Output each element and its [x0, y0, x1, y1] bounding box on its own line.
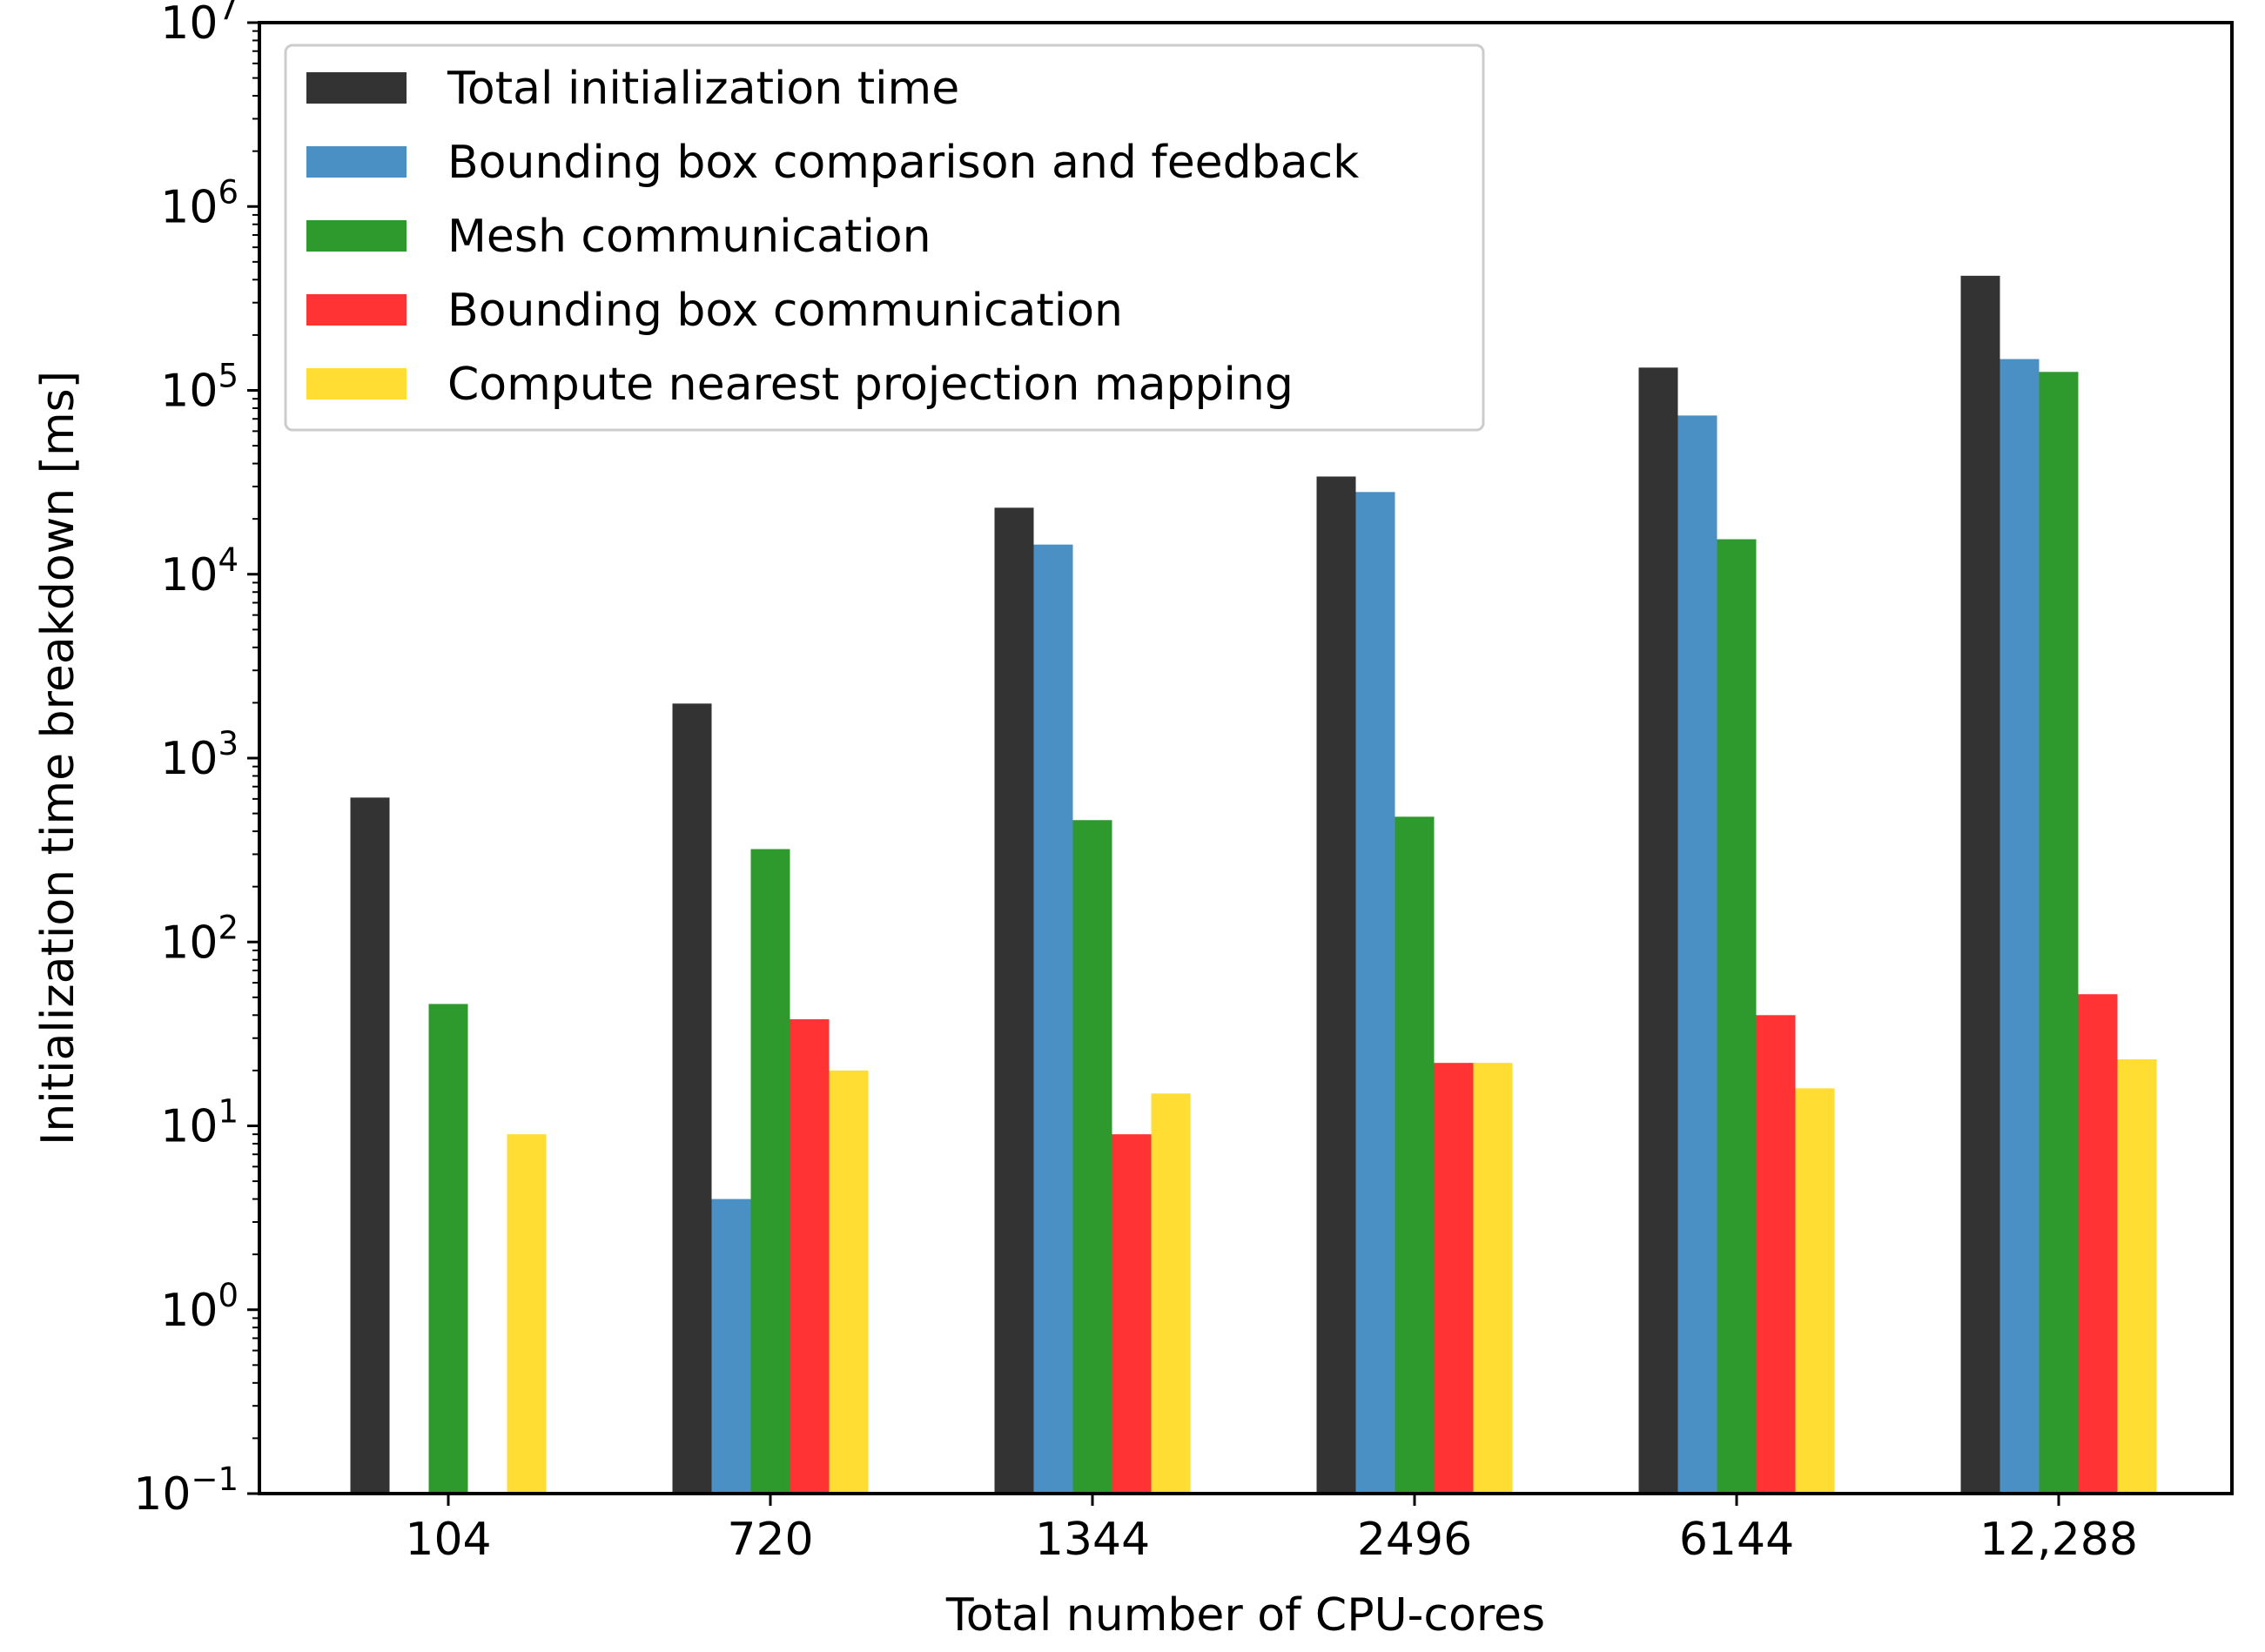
- bar-total-initialization-time-6144: [1638, 367, 1678, 1494]
- plot-frame: [258, 21, 2234, 1495]
- y-tick-label: 100: [160, 1277, 239, 1337]
- legend-label: Bounding box communication: [447, 285, 1123, 337]
- x-tick-label: 104: [405, 1514, 491, 1566]
- x-tick-label: 2496: [1357, 1514, 1472, 1566]
- y-tick-label: 105: [160, 358, 239, 418]
- bar-mesh-communication-6144: [1717, 539, 1757, 1494]
- bar-bounding-box-comparison-and-feedback-6144: [1677, 415, 1717, 1494]
- bar-mesh-communication-720: [750, 849, 790, 1494]
- legend: Total initialization time Bounding box co…: [284, 44, 1485, 432]
- bar-total-initialization-time-2496: [1316, 476, 1356, 1494]
- bars-layer: [350, 275, 2157, 1494]
- bar-bounding-box-communication-720: [790, 1019, 830, 1494]
- x-tick-label: 1344: [1035, 1514, 1150, 1566]
- bar-compute-nearest-projection-mapping-12288: [2117, 1059, 2157, 1494]
- legend-label: Bounding box comparison and feedback: [447, 137, 1359, 189]
- legend-label: Total initialization time: [447, 63, 959, 115]
- x-axis-label: Total number of CPU-cores: [945, 1589, 1545, 1642]
- bar-compute-nearest-projection-mapping-2496: [1473, 1063, 1513, 1494]
- bar-bounding-box-communication-1344: [1112, 1134, 1152, 1494]
- legend-swatch: [306, 220, 407, 252]
- y-tick-label: 107: [160, 0, 239, 50]
- x-tick-label: 12,288: [1979, 1514, 2138, 1566]
- bar-bounding-box-comparison-and-feedback-12288: [2000, 359, 2040, 1494]
- bar-total-initialization-time-720: [672, 703, 712, 1494]
- bar-total-initialization-time-1344: [994, 507, 1034, 1494]
- bar-mesh-communication-1344: [1072, 820, 1112, 1494]
- bar-total-initialization-time-12288: [1960, 275, 2000, 1494]
- bar-compute-nearest-projection-mapping-720: [829, 1070, 869, 1494]
- bar-mesh-communication-2496: [1395, 816, 1435, 1494]
- bar-mesh-communication-12288: [2039, 372, 2079, 1494]
- legend-swatch: [306, 368, 407, 400]
- y-tick-label: 103: [160, 725, 239, 785]
- bar-bounding-box-comparison-and-feedback-2496: [1355, 492, 1395, 1494]
- legend-label: Mesh communication: [447, 211, 931, 263]
- legend-swatch: [306, 146, 407, 178]
- x-tick-label: 6144: [1679, 1514, 1794, 1566]
- bar-mesh-communication-104: [428, 1004, 468, 1494]
- y-tick-label: 104: [160, 541, 239, 601]
- y-tick-label: 10−1: [133, 1461, 239, 1521]
- bar-compute-nearest-projection-mapping-6144: [1795, 1088, 1835, 1494]
- y-axis-label: Initialization time breakdown [ms]: [32, 371, 84, 1145]
- legend-swatch: [306, 72, 407, 104]
- x-tick-label: 720: [727, 1514, 813, 1566]
- x-axis: 104 720 1344 2496 6144 12,288: [405, 1494, 2138, 1566]
- bar-compute-nearest-projection-mapping-104: [507, 1134, 547, 1494]
- legend-label: Compute nearest projection mapping: [447, 359, 1294, 411]
- legend-swatch: [306, 294, 407, 326]
- bar-compute-nearest-projection-mapping-1344: [1151, 1093, 1191, 1494]
- y-tick-label: 106: [160, 173, 239, 233]
- bar-bounding-box-communication-12288: [2078, 994, 2118, 1494]
- bar-bounding-box-comparison-and-feedback-1344: [1033, 544, 1073, 1494]
- y-tick-label: 102: [160, 909, 239, 969]
- y-tick-label: 101: [160, 1093, 239, 1153]
- bar-bounding-box-communication-6144: [1756, 1015, 1796, 1494]
- bar-bounding-box-communication-2496: [1434, 1063, 1474, 1494]
- legend-frame: [284, 44, 1485, 432]
- bar-total-initialization-time-104: [350, 797, 390, 1494]
- bar-bounding-box-comparison-and-feedback-720: [711, 1199, 751, 1494]
